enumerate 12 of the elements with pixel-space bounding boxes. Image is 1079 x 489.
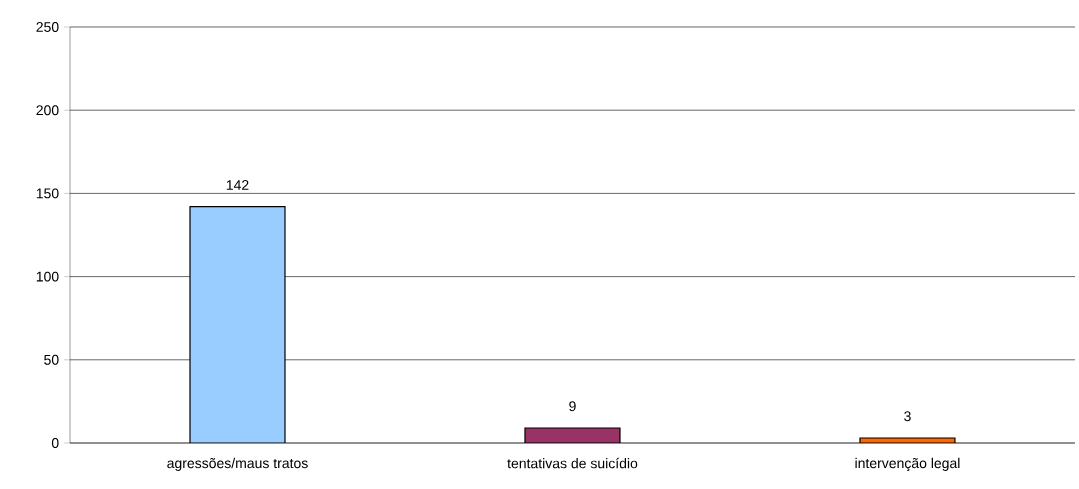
y-tick-label: 0 bbox=[51, 438, 59, 448]
x-tick-label: agressões/maus tratos bbox=[167, 457, 308, 471]
y-tick-label: 200 bbox=[36, 105, 59, 116]
data-label: 3 bbox=[904, 411, 911, 422]
y-tick-label: 150 bbox=[36, 188, 59, 199]
data-label: 142 bbox=[226, 180, 249, 190]
data-label: 9 bbox=[569, 401, 576, 412]
y-tick-label: 50 bbox=[44, 354, 59, 365]
y-tick-label: 100 bbox=[36, 271, 59, 282]
y-tick-label: 250 bbox=[36, 22, 59, 32]
x-tick-label: tentativas de suicídio bbox=[507, 457, 638, 469]
x-tick-label: intervenção legal bbox=[855, 457, 960, 471]
